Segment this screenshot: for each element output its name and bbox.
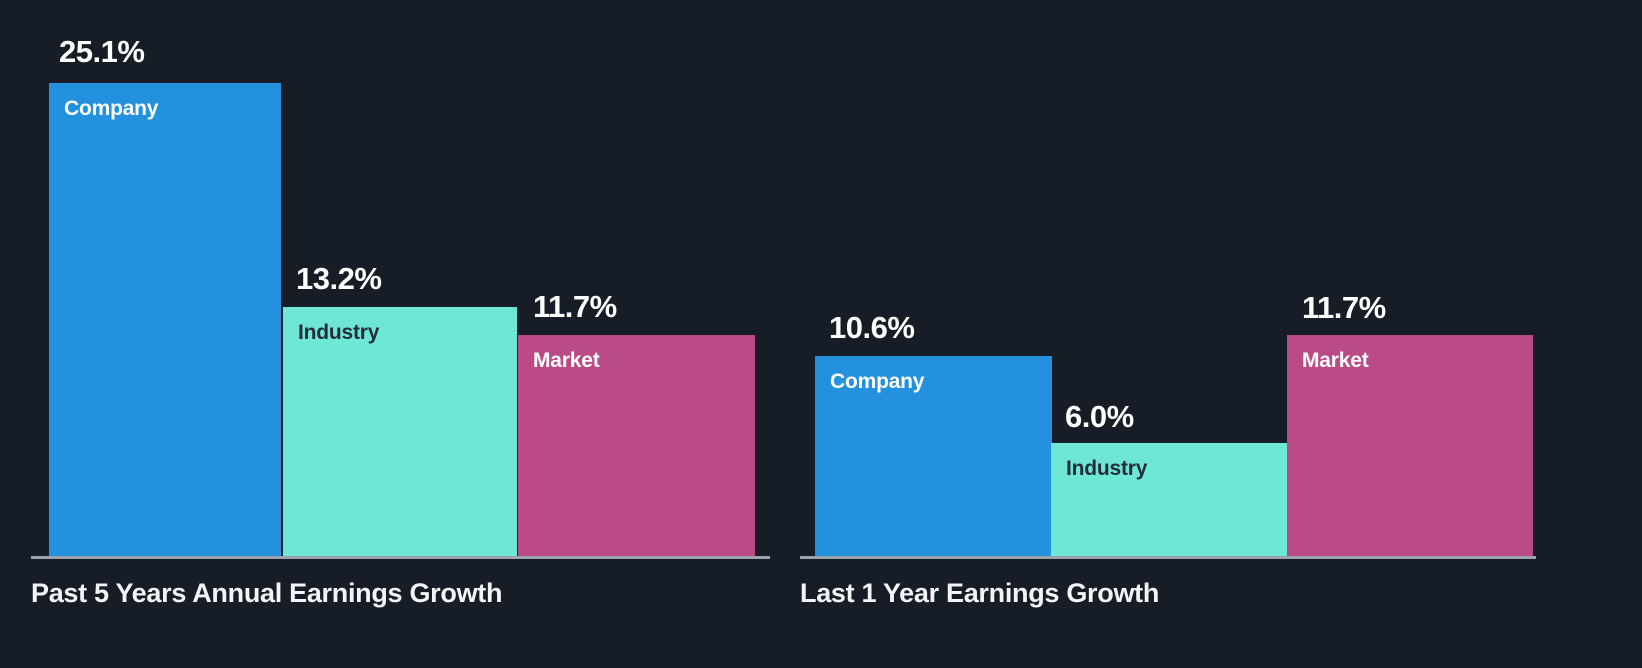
axis-baseline bbox=[800, 556, 1536, 559]
bar-industry[interactable]: Industry bbox=[1051, 443, 1287, 557]
panel-last-1-year: 10.6% Company 6.0% Industry 11.7% Market… bbox=[800, 0, 1642, 668]
value-label-market: 11.7% bbox=[1302, 290, 1386, 325]
axis-baseline bbox=[31, 556, 770, 559]
bar-company[interactable]: Company bbox=[49, 83, 281, 557]
value-label-industry: 6.0% bbox=[1065, 399, 1134, 434]
value-label-market: 11.7% bbox=[533, 289, 617, 324]
panel-caption-last-1-year: Last 1 Year Earnings Growth bbox=[800, 578, 1160, 608]
panel-past-5-years: 25.1% Company 13.2% Industry 11.7% Marke… bbox=[0, 0, 800, 668]
bar-company[interactable]: Company bbox=[815, 356, 1052, 557]
plot-area-last-1-year: 10.6% Company 6.0% Industry 11.7% Market bbox=[800, 0, 1642, 557]
bar-label-company: Company bbox=[64, 97, 159, 120]
plot-area-past-5-years: 25.1% Company 13.2% Industry 11.7% Marke… bbox=[0, 0, 800, 557]
panel-caption-past-5-years: Past 5 Years Annual Earnings Growth bbox=[31, 578, 503, 608]
bar-market[interactable]: Market bbox=[1287, 335, 1533, 557]
bar-label-industry: Industry bbox=[298, 321, 380, 344]
bar-label-industry: Industry bbox=[1066, 457, 1148, 480]
value-label-company: 10.6% bbox=[829, 310, 915, 345]
value-label-industry: 13.2% bbox=[296, 261, 382, 296]
bar-industry[interactable]: Industry bbox=[283, 307, 517, 557]
bar-market[interactable]: Market bbox=[518, 335, 755, 557]
bar-label-market: Market bbox=[533, 349, 600, 372]
bar-label-market: Market bbox=[1302, 349, 1369, 372]
value-label-company: 25.1% bbox=[59, 34, 145, 69]
bar-label-company: Company bbox=[830, 370, 925, 393]
